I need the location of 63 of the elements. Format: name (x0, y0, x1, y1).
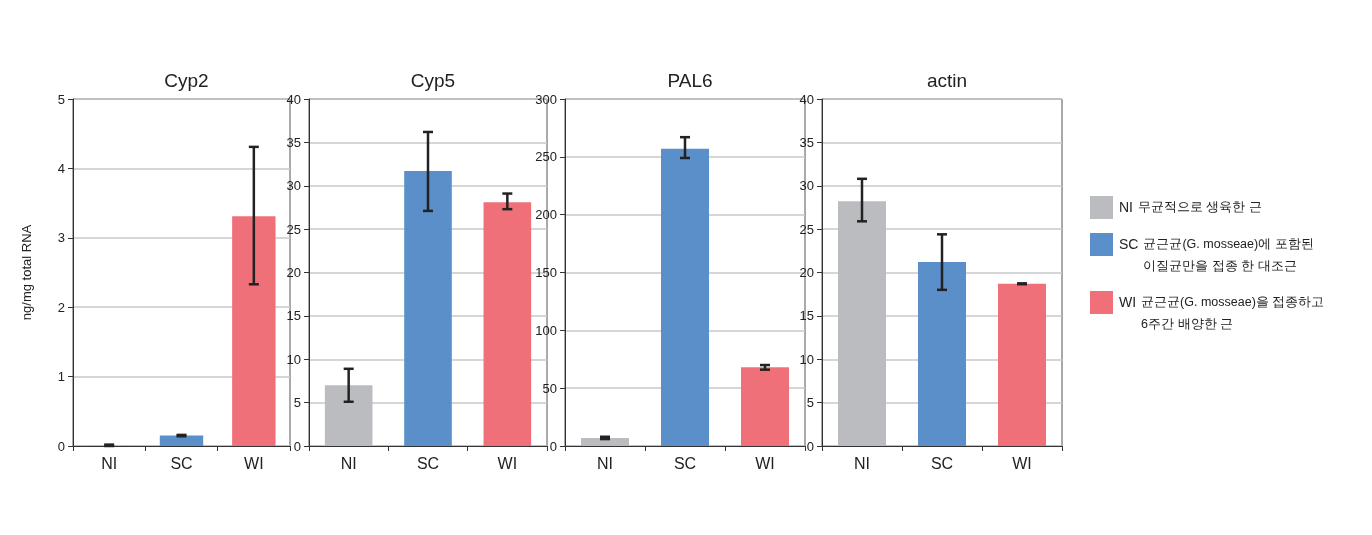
y-tick-label: 10 (286, 351, 301, 367)
chart-title: Cyp2 (164, 70, 209, 91)
x-tick-label: WI (1012, 454, 1032, 472)
y-tick-label: 25 (286, 221, 301, 237)
x-tick-label: SC (673, 454, 697, 472)
x-tick-label: NI (340, 454, 357, 472)
y-tick-label: 25 (799, 221, 814, 237)
y-tick-label: 0 (806, 438, 814, 454)
text: 균근균(G. mosseae)에 포함된 이질균만을 접종 한 대조근 (1143, 236, 1314, 275)
bar (998, 283, 1046, 446)
x-tick-label: NI (854, 454, 870, 472)
y-tick-label: 0 (293, 438, 301, 454)
y-tick-label: 35 (286, 134, 301, 150)
x-tick-label: SC (416, 454, 440, 472)
x-tick-label: SC (930, 454, 954, 472)
category-label: SC (1119, 235, 1139, 254)
category-label: NI (1119, 198, 1133, 217)
y-tick-label: 100 (535, 322, 557, 338)
text: 균근균(G. mosseae)을 접종하고 6주간 배양한 근 (1141, 294, 1325, 333)
y-tick-label: 0 (549, 438, 557, 454)
y-tick-label: 2 (57, 299, 65, 315)
x-tick-label: NI (597, 454, 613, 472)
y-tick-label: 300 (535, 91, 557, 107)
x-tick-label: NI (101, 454, 118, 472)
y-tick-label: 15 (799, 308, 814, 324)
x-tick-label: WI (755, 454, 775, 472)
y-tick-label: 5 (293, 395, 301, 411)
y-tick-label: 5 (806, 395, 814, 411)
bar (741, 367, 789, 446)
y-tick-label: 40 (286, 91, 301, 107)
y-axis-title: ng/mg total RNA (19, 224, 34, 321)
y-tick-label: 30 (799, 178, 814, 194)
x-tick-label: WI (244, 454, 264, 472)
y-tick-label: 50 (542, 380, 557, 396)
text: 무균적으로 생육한 근 (1138, 199, 1262, 216)
y-tick-label: 3 (57, 230, 65, 246)
y-tick-label: 20 (286, 265, 301, 280)
bar (483, 202, 532, 446)
bar (918, 262, 966, 446)
y-tick-label: 15 (286, 308, 301, 324)
bar (404, 171, 452, 446)
chart-title: Cyp5 (410, 70, 456, 91)
y-tick-label: 40 (799, 91, 814, 107)
y-tick-label: 5 (57, 91, 65, 107)
y-tick-label: 250 (535, 149, 557, 165)
bar (581, 437, 629, 446)
y-tick-label: 30 (286, 178, 301, 194)
category-label: WI (1119, 293, 1137, 312)
chart-title: PAL6 (667, 70, 713, 91)
y-tick-label: 4 (57, 160, 65, 176)
x-tick-label: SC (170, 454, 193, 472)
bar (661, 148, 709, 446)
x-tick-label: WI (497, 454, 518, 472)
y-tick-label: 200 (535, 207, 557, 223)
bar (838, 201, 886, 446)
y-tick-label: 20 (799, 265, 814, 280)
y-tick-label: 0 (57, 438, 65, 454)
y-tick-label: 35 (799, 134, 814, 150)
y-tick-label: 1 (57, 369, 65, 385)
chart-title: actin (926, 70, 968, 91)
y-tick-label: 10 (799, 351, 814, 367)
bar (324, 385, 373, 446)
y-tick-label: 150 (535, 265, 557, 280)
